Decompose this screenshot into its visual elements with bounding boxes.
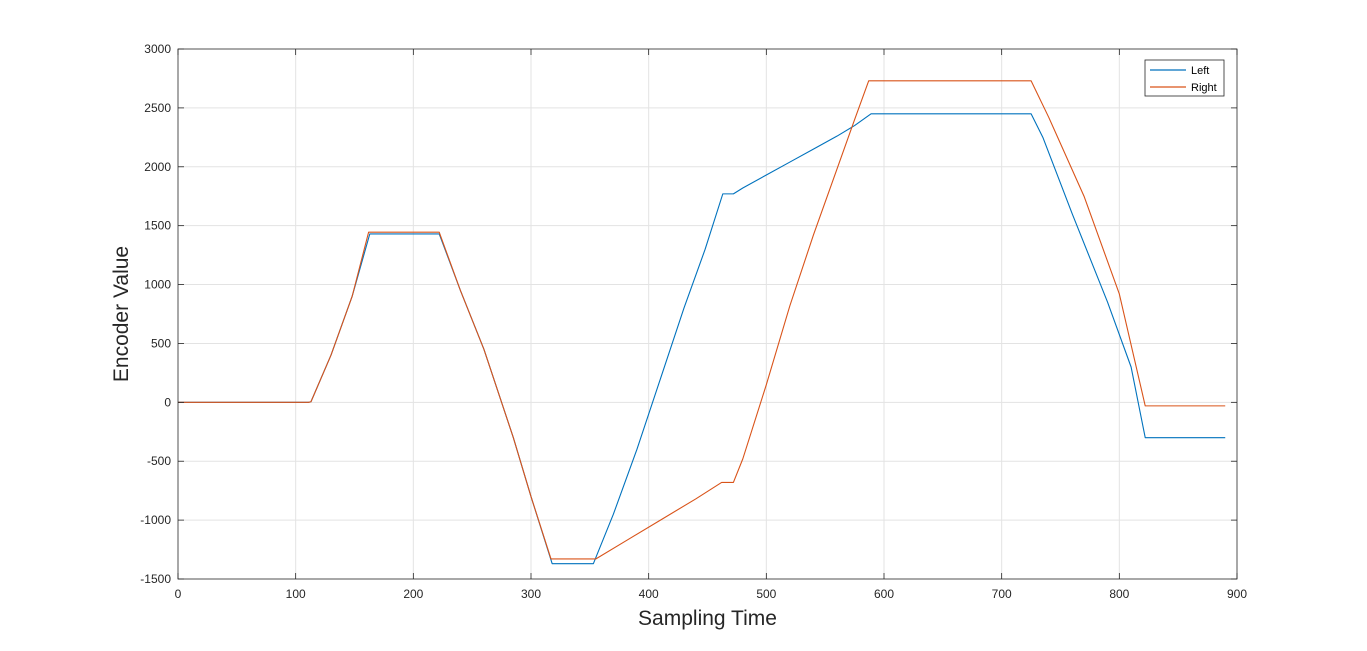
x-tick-label: 500 [756,587,776,601]
legend-entry-left: Left [1191,65,1209,77]
x-tick-label: 600 [874,587,894,601]
series-line-left [178,113,1226,565]
legend: Left Right [1144,59,1225,97]
x-tick-label: 0 [175,587,182,601]
y-tick-label: 500 [151,336,171,350]
y-tick-label: 0 [164,395,171,409]
series-group [178,80,1226,565]
x-tick-label: 400 [639,587,659,601]
plot-frame [177,48,1238,580]
plot-area [178,49,1237,579]
y-tick-label: 2500 [144,101,171,115]
y-tick-label: -500 [147,454,171,468]
x-axis-label: Sampling Time [638,607,777,630]
x-tick-label: 200 [403,587,423,601]
y-tick-label: -1500 [140,572,171,586]
x-tick-label: 100 [286,587,306,601]
grid-lines [178,49,1237,579]
legend-entry-right: Right [1191,82,1217,94]
axis-ticks: 0 100 200 300 400 500 600 700 800 900 -1500 -1000 -5… [140,42,1247,601]
x-tick-label: 800 [1109,587,1129,601]
y-tick-label: 1000 [144,278,171,292]
series-line-right [178,80,1226,560]
legend-box [1144,59,1225,97]
y-tick-label: 3000 [144,42,171,56]
x-tick-label: 300 [521,587,541,601]
x-tick-label: 700 [992,587,1012,601]
x-tick-label: 900 [1227,587,1247,601]
y-tick-label: 2000 [144,160,171,174]
y-tick-label: 1500 [144,219,171,233]
y-axis-label: Encoder Value [110,246,133,382]
y-tick-label: -1000 [140,513,171,527]
